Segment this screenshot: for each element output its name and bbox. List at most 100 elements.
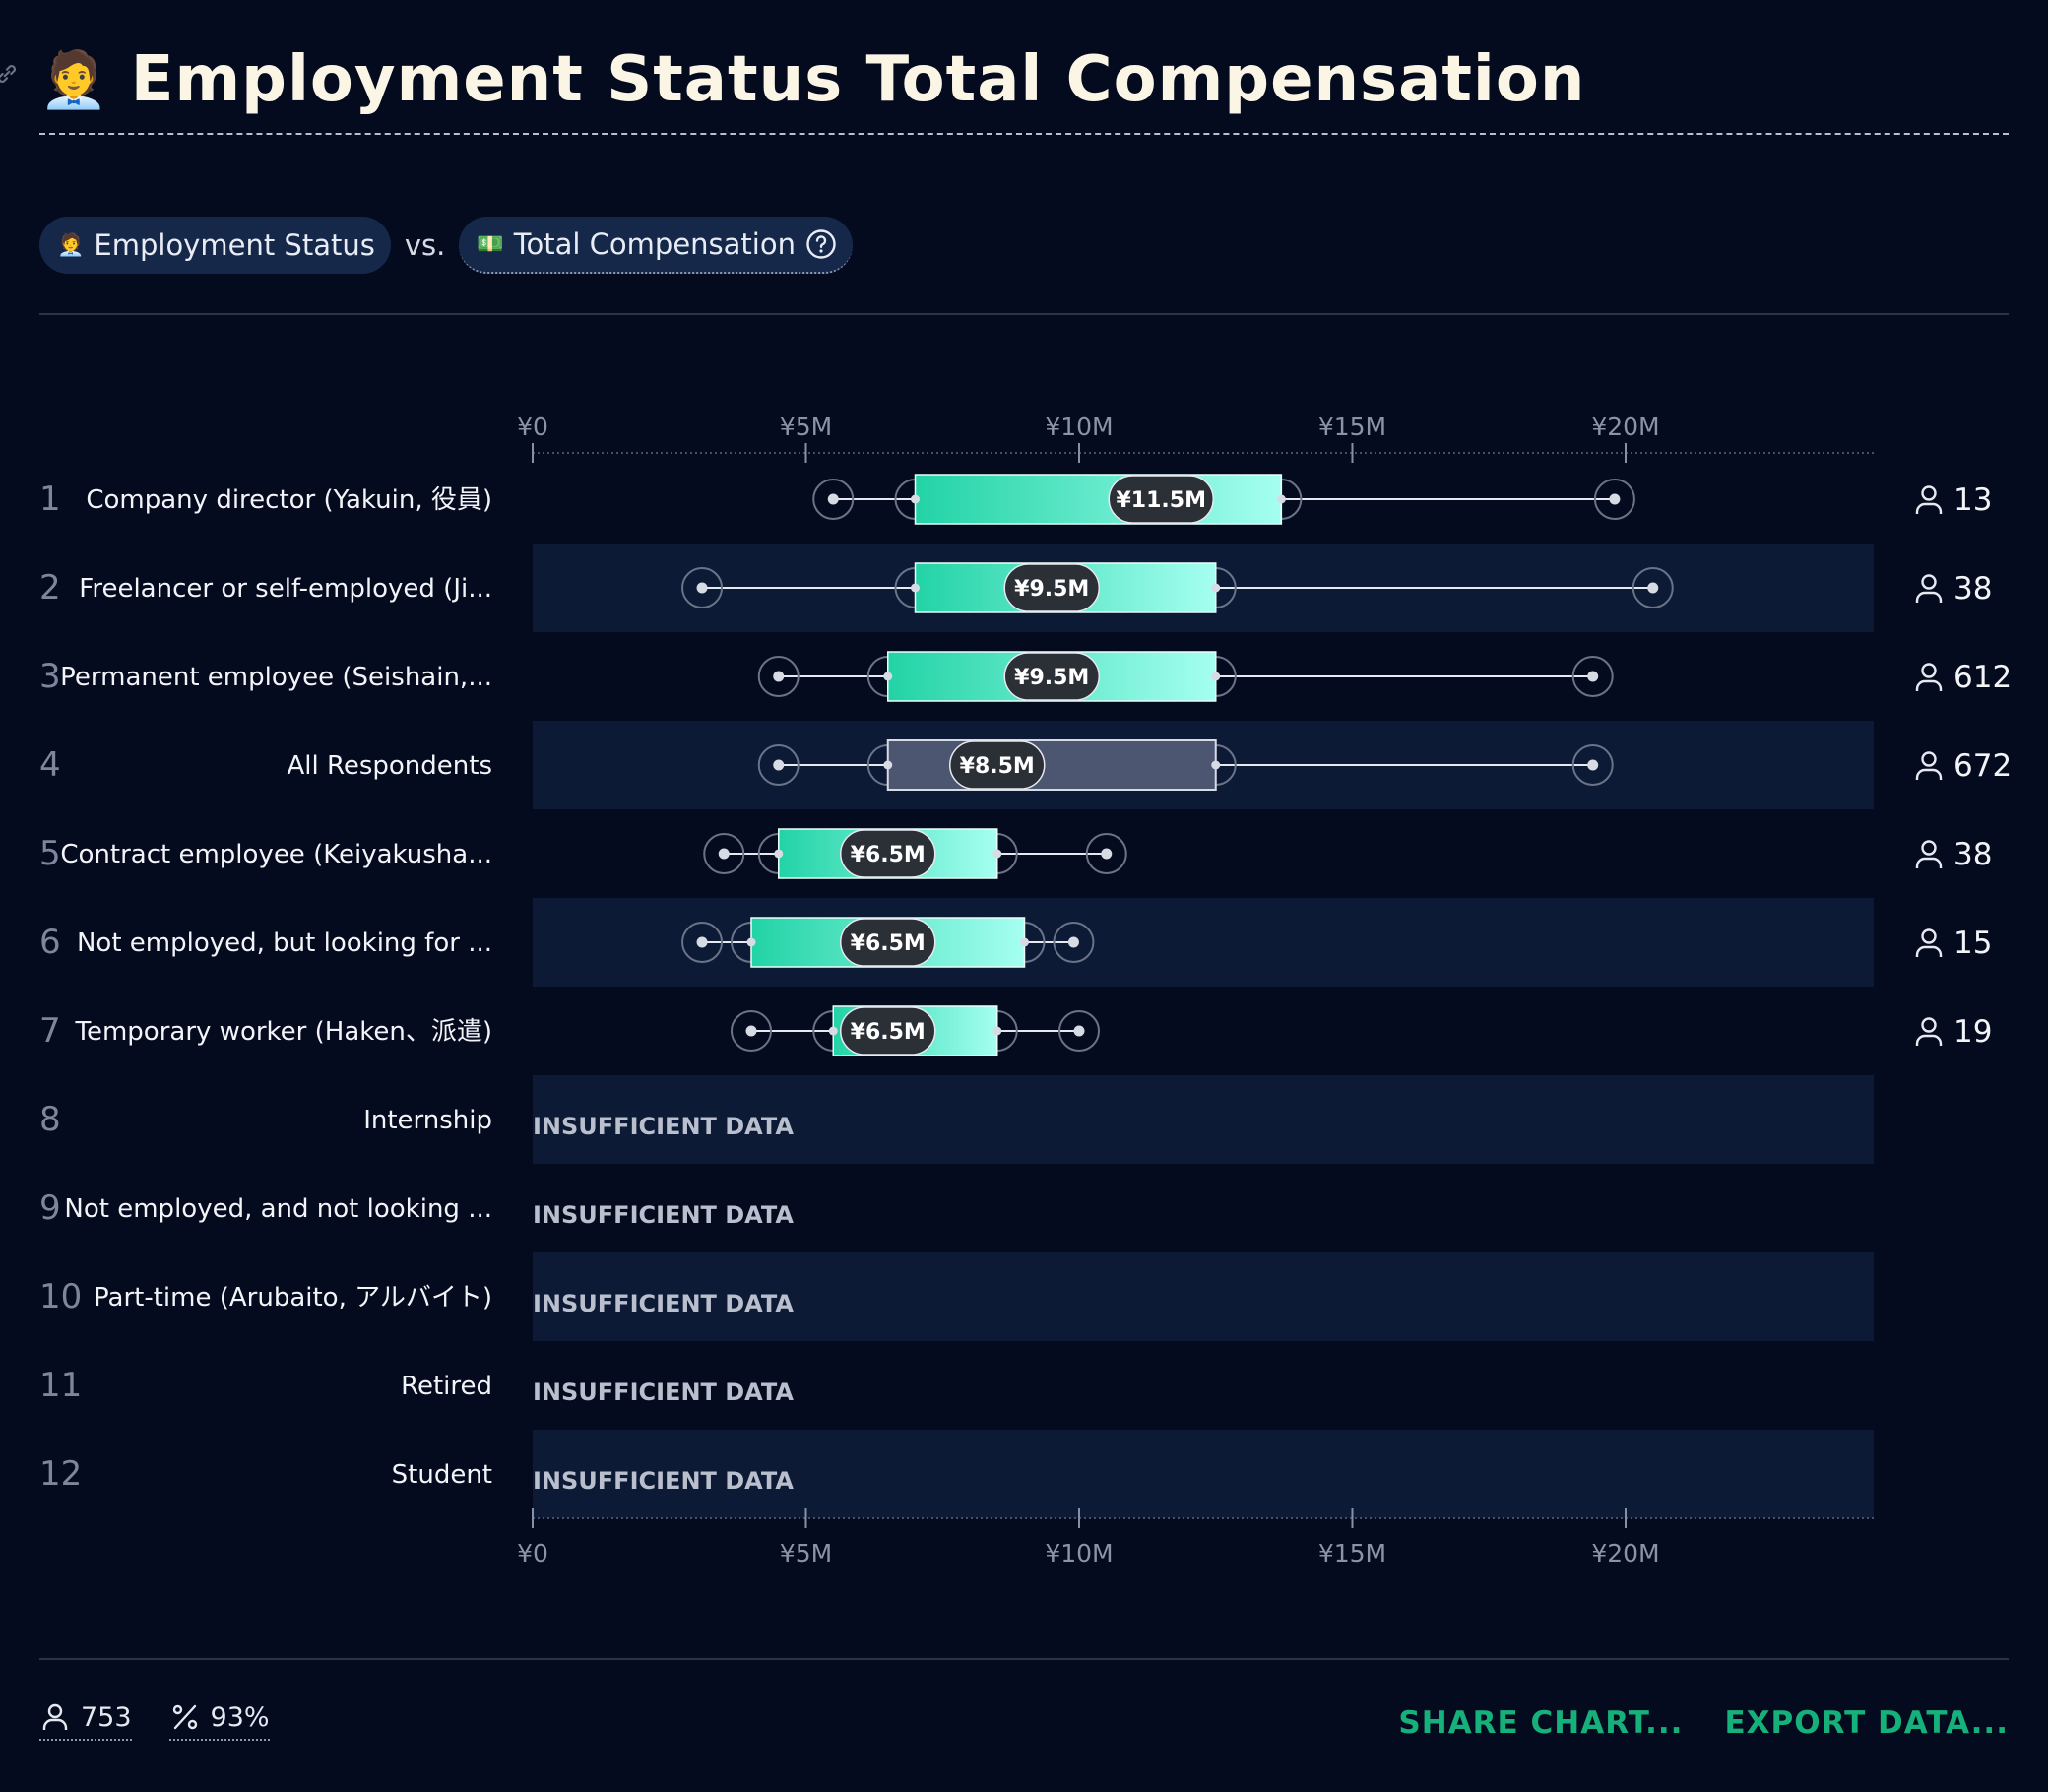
row-count: 19 bbox=[1953, 1014, 1992, 1050]
help-icon[interactable] bbox=[805, 228, 837, 260]
row-label: Internship bbox=[363, 1106, 492, 1135]
insufficient-data-label: INSUFFICIENT DATA bbox=[533, 1467, 794, 1495]
whisker-max-marker bbox=[1587, 759, 1599, 771]
iqr-box[interactable] bbox=[886, 739, 1217, 791]
chart-row: 12 Student INSUFFICIENT DATA bbox=[39, 1454, 794, 1495]
row-rank: 2 bbox=[39, 568, 61, 608]
employee-emoji-icon: 🧑‍💼 bbox=[57, 232, 85, 258]
row-rank: 5 bbox=[39, 834, 61, 873]
insufficient-data-label: INSUFFICIENT DATA bbox=[533, 1378, 794, 1406]
row-rank: 11 bbox=[39, 1366, 82, 1405]
whisker-max-marker-ring bbox=[1632, 567, 1674, 608]
whisker-min-marker-ring bbox=[703, 833, 745, 874]
quartile-dot bbox=[774, 849, 784, 859]
whisker-max-marker-ring bbox=[1571, 744, 1614, 786]
row-rank: 1 bbox=[39, 480, 61, 519]
axis-tick-label: ¥10M bbox=[1045, 413, 1113, 441]
insufficient-data-label: INSUFFICIENT DATA bbox=[533, 1201, 794, 1229]
insufficient-data-label: INSUFFICIENT DATA bbox=[533, 1290, 794, 1317]
quartile-dot bbox=[911, 583, 920, 593]
median-label: ¥11.5M bbox=[1117, 488, 1206, 513]
row-label: Permanent employee (Seishain,... bbox=[60, 663, 492, 692]
row-rank: 3 bbox=[39, 657, 61, 696]
whisker-min-marker-ring bbox=[757, 656, 800, 697]
row-band bbox=[533, 1252, 1874, 1341]
quartile-dot bbox=[1020, 937, 1029, 947]
row-rank: 9 bbox=[39, 1188, 61, 1228]
row-label: All Respondents bbox=[287, 751, 492, 781]
title-divider bbox=[39, 133, 2009, 135]
median-pill bbox=[840, 918, 936, 967]
person-icon bbox=[1915, 663, 1943, 691]
axis-tick-label: ¥20M bbox=[1591, 413, 1659, 441]
whisker-min-marker bbox=[773, 671, 785, 682]
row-variable-pill[interactable]: 🧑‍💼 Employment Status bbox=[39, 217, 391, 274]
row-rank: 12 bbox=[39, 1454, 82, 1494]
whisker-min-marker bbox=[773, 759, 785, 771]
median-label: ¥9.5M bbox=[1014, 666, 1089, 690]
whisker-max-marker-ring bbox=[1058, 1010, 1100, 1052]
page-title-text: Employment Status Total Compensation bbox=[130, 43, 1586, 116]
percent-stat[interactable]: 93% bbox=[168, 1701, 270, 1741]
percent-icon bbox=[172, 1704, 197, 1730]
axis-tick-label: ¥10M bbox=[1045, 1539, 1113, 1568]
median-pill bbox=[1003, 563, 1100, 612]
row-count: 38 bbox=[1953, 837, 1992, 872]
person-icon bbox=[1915, 574, 1943, 603]
chart-row: 2 Freelancer or self-employed (Ji... ¥9.5M… bbox=[39, 562, 1992, 613]
person-icon bbox=[1915, 485, 1943, 514]
median-pill bbox=[949, 740, 1046, 790]
person-icon bbox=[1915, 928, 1943, 957]
axis-tick-label: ¥20M bbox=[1591, 1539, 1659, 1568]
person-icon bbox=[1915, 1017, 1943, 1046]
chart-row: 1 Company director (Yakuin, 役員) ¥11.5M 13 bbox=[39, 474, 1992, 525]
quartile-dot bbox=[1276, 494, 1286, 504]
row-count: 672 bbox=[1953, 748, 2012, 784]
whisker-max-marker bbox=[1647, 582, 1659, 594]
whisker-max-marker-ring bbox=[1053, 922, 1095, 963]
whisker-max-marker bbox=[1101, 848, 1113, 860]
median-pill bbox=[840, 1006, 936, 1056]
chart-row: 8 Internship INSUFFICIENT DATA bbox=[39, 1100, 794, 1140]
share-chart-button[interactable]: SHARE CHART... bbox=[1398, 1705, 1684, 1741]
whisker-max-marker-ring bbox=[1593, 479, 1635, 520]
person-icon bbox=[1915, 751, 1943, 780]
median-pill bbox=[1003, 652, 1100, 701]
iqr-box[interactable] bbox=[914, 474, 1283, 525]
row-rank: 8 bbox=[39, 1100, 61, 1139]
whisker-min-marker bbox=[696, 936, 708, 948]
whisker-max-marker-ring bbox=[1571, 656, 1614, 697]
whisker-max-marker bbox=[1067, 936, 1079, 948]
row-rank: 6 bbox=[39, 923, 61, 962]
link-icon[interactable] bbox=[0, 61, 20, 87]
row-rank: 4 bbox=[39, 745, 61, 785]
quartile-dot bbox=[746, 937, 756, 947]
row-label: Company director (Yakuin, 役員) bbox=[86, 485, 492, 515]
footer-divider bbox=[39, 1658, 2009, 1660]
axis-tick-label: ¥15M bbox=[1318, 413, 1386, 441]
whisker-min-marker bbox=[827, 493, 839, 505]
row-count: 13 bbox=[1953, 482, 1992, 518]
row-label: Student bbox=[392, 1460, 492, 1490]
boxplot-chart: ¥0 ¥5M ¥10M ¥15M ¥20M ¥0 ¥5M ¥10M ¥15M ¥20M 1 Comp… bbox=[39, 413, 2012, 1568]
chart-row: 5 Contract employee (Keiyakusha... ¥6.5M 38 bbox=[39, 828, 1992, 879]
chart-row: 6 Not employed, but looking for ... ¥6.5M 1… bbox=[39, 917, 1992, 968]
row-count: 15 bbox=[1953, 926, 1992, 961]
column-variable-pill[interactable]: 💵 Total Compensation bbox=[459, 217, 853, 274]
export-data-button[interactable]: EXPORT DATA... bbox=[1724, 1705, 2009, 1741]
median-label: ¥6.5M bbox=[851, 843, 926, 867]
chart-row: 4 All Respondents ¥8.5M 672 bbox=[39, 739, 2012, 791]
row-label: Temporary worker (Haken、派遣) bbox=[75, 1017, 492, 1047]
row-label: Freelancer or self-employed (Ji... bbox=[79, 574, 492, 604]
row-label: Retired bbox=[401, 1372, 492, 1401]
variable-selectors: 🧑‍💼 Employment Status vs. 💵 Total Compen… bbox=[39, 216, 853, 275]
row-rank: 7 bbox=[39, 1011, 61, 1051]
row-band bbox=[533, 1075, 1874, 1164]
respondents-stat[interactable]: 753 bbox=[39, 1701, 132, 1741]
person-icon bbox=[1915, 840, 1943, 868]
axis-tick-label: ¥5M bbox=[780, 413, 832, 441]
whisker-max-marker-ring bbox=[1085, 833, 1127, 874]
row-label: Contract employee (Keiyakusha... bbox=[60, 840, 492, 869]
median-label: ¥6.5M bbox=[851, 1020, 926, 1045]
money-emoji-icon: 💵 bbox=[477, 231, 504, 257]
